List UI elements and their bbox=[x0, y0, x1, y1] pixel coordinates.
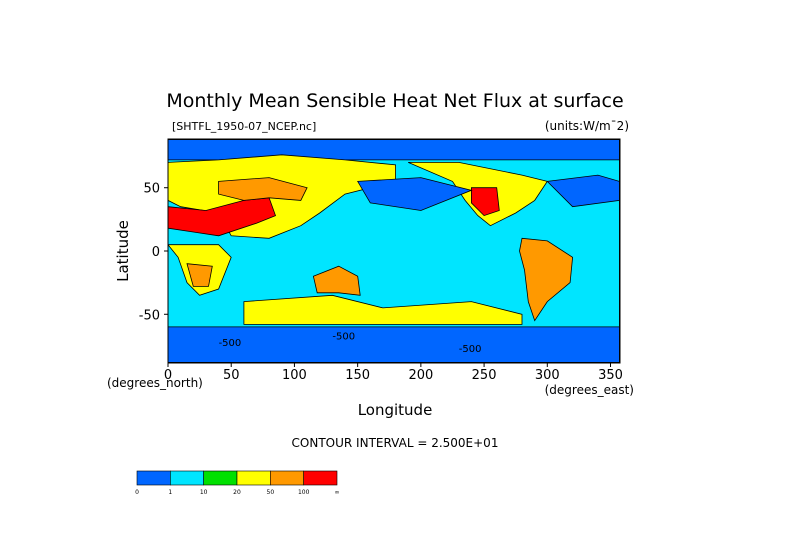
legend-label: 50 bbox=[267, 489, 275, 496]
legend-swatch bbox=[203, 470, 238, 486]
legend-label: ∞ bbox=[335, 489, 340, 496]
plot-area: -500 -500 -500 bbox=[168, 139, 620, 363]
contour-label: -500 bbox=[332, 332, 355, 343]
y-axis-units: (degrees_north) bbox=[107, 376, 203, 390]
chart-title: Monthly Mean Sensible Heat Net Flux at s… bbox=[166, 90, 623, 112]
x-tick-label: 300 bbox=[535, 368, 560, 383]
y-axis-label: Latitude bbox=[114, 220, 132, 282]
x-axis-units: (degrees_east) bbox=[545, 383, 634, 397]
y-tick-label: -50 bbox=[139, 308, 160, 323]
region-central-asia bbox=[218, 177, 308, 201]
region-south-indian-yellow bbox=[243, 294, 523, 325]
x-tick-label: 150 bbox=[345, 368, 370, 383]
x-tick-label: 200 bbox=[408, 368, 433, 383]
y-tick-label: 0 bbox=[152, 245, 160, 260]
source-file-label: [SHTFL_1950-07_NCEP.nc] bbox=[172, 120, 316, 133]
region-usa-west-hot bbox=[470, 187, 500, 217]
legend-swatch bbox=[303, 470, 338, 486]
x-axis: 0 50 100 150 200 250 300 350 bbox=[164, 363, 623, 383]
x-tick-label: 50 bbox=[223, 368, 240, 383]
legend-label: 0 bbox=[135, 489, 139, 496]
contour-interval-label: CONTOUR INTERVAL = 2.500E+01 bbox=[292, 436, 499, 450]
region-north-pacific-blue bbox=[357, 177, 473, 211]
legend-label: 100 bbox=[298, 489, 310, 496]
legend-swatch bbox=[170, 470, 204, 486]
legend-swatch bbox=[236, 470, 271, 486]
legend-label: 1 bbox=[168, 489, 172, 496]
legend-swatch bbox=[136, 470, 171, 486]
y-axis: 50 0 -50 bbox=[139, 182, 168, 323]
y-tick-label: 50 bbox=[143, 182, 160, 197]
region-south-america bbox=[519, 237, 574, 322]
legend-label: 10 bbox=[200, 489, 208, 496]
units-label: (units:W/m¯2) bbox=[545, 119, 629, 133]
x-tick-label: 0 bbox=[164, 368, 172, 383]
region-southern-ocean bbox=[168, 326, 620, 363]
region-south-africa-hot bbox=[186, 263, 213, 287]
x-tick-label: 100 bbox=[282, 368, 307, 383]
x-axis-label: Longitude bbox=[358, 401, 433, 419]
region-sahara-arabia bbox=[168, 197, 277, 237]
color-legend: 0 1 10 20 50 100 ∞ bbox=[135, 470, 340, 496]
region-arctic bbox=[168, 139, 620, 161]
legend-swatch bbox=[270, 470, 304, 486]
region-north-atlantic-blue bbox=[546, 174, 620, 208]
legend-label: 20 bbox=[233, 489, 241, 496]
x-tick-label: 350 bbox=[598, 368, 623, 383]
region-australia bbox=[312, 265, 361, 296]
contour-label: -500 bbox=[219, 338, 242, 349]
contour-label: -500 bbox=[459, 344, 482, 355]
x-tick-label: 250 bbox=[472, 368, 497, 383]
